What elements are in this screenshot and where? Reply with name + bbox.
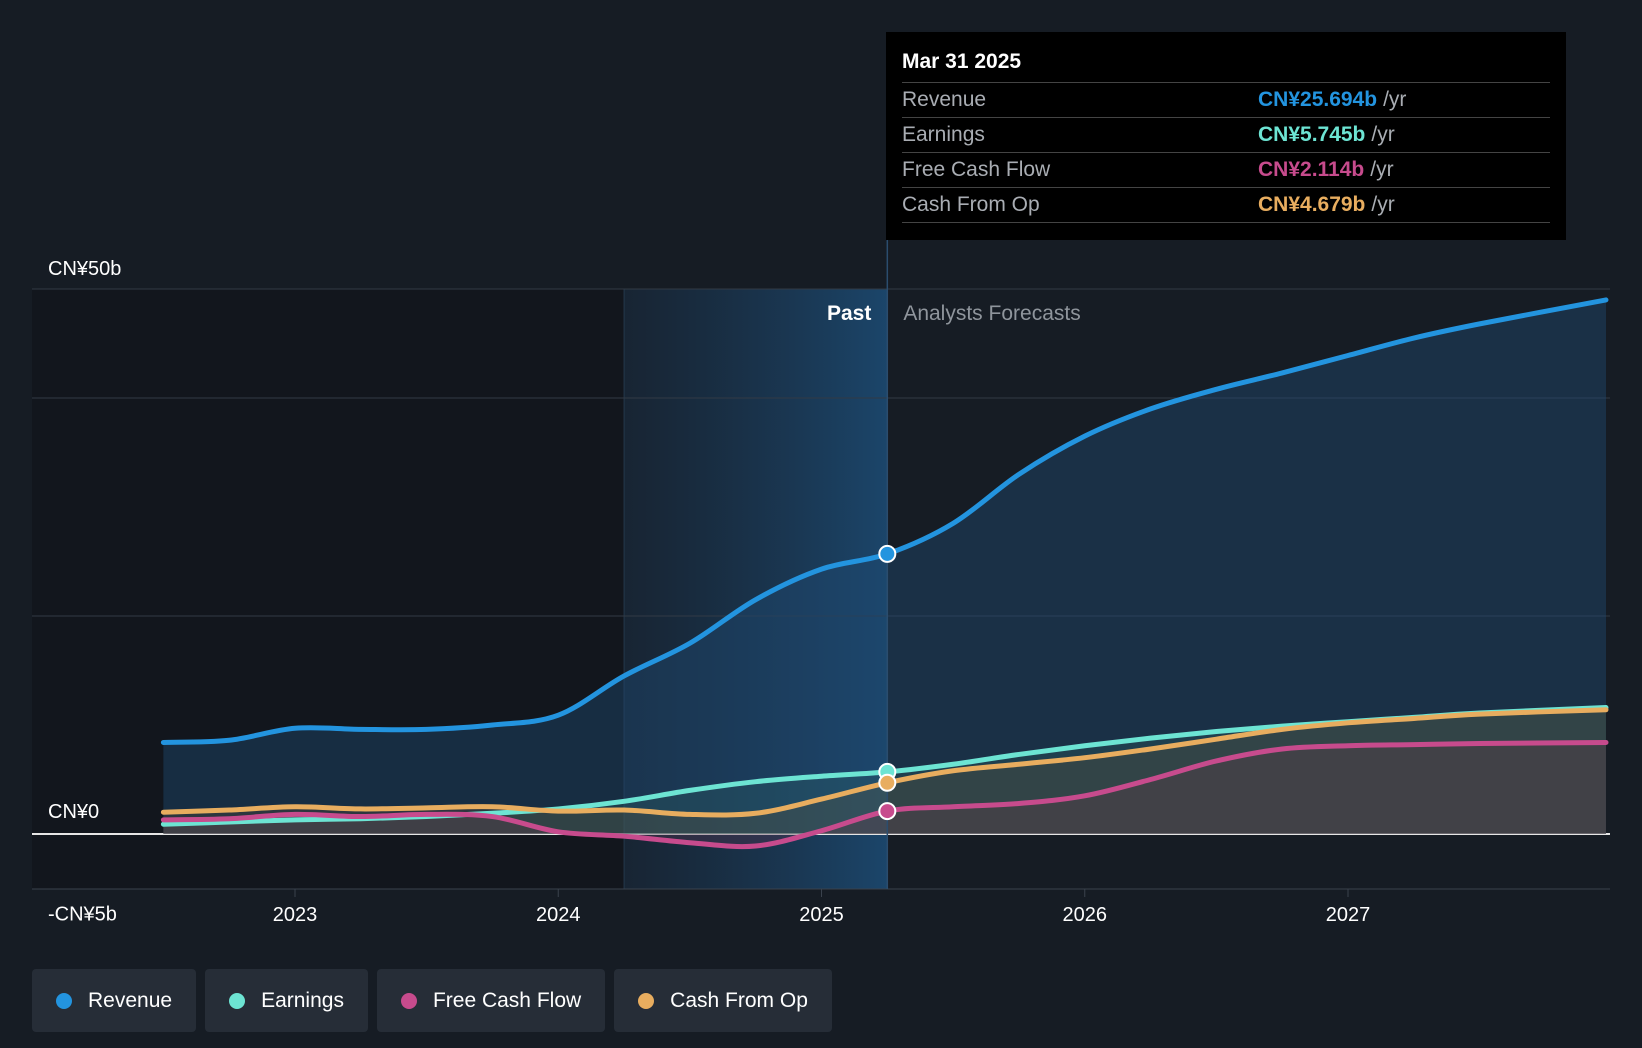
legend-item-revenue[interactable]: Revenue [32,969,197,1032]
tooltip-date: Mar 31 2025 [902,46,1550,83]
x-tick-label: 2026 [1063,904,1108,926]
area-cash-from-op [163,709,1606,834]
legend-dot-icon [229,992,246,1009]
tooltip-row-earnings: Earnings CN¥5.745b /yr [902,118,1550,153]
tooltip-unit: /yr [1383,88,1407,111]
tooltip: Mar 31 2025 Revenue CN¥25.694b /yr Earni… [886,32,1566,240]
x-tick-label: 2024 [536,904,581,926]
point-marker-cash-from-op [878,773,897,792]
tooltip-unit: /yr [1370,158,1394,181]
series-line-cash-from-op [160,707,1609,818]
past-region [624,289,888,889]
tooltip-row-revenue: Revenue CN¥25.694b /yr [902,83,1550,118]
y-tick-label: CN¥50b [48,258,121,280]
tooltip-value: CN¥5.745b [1258,123,1366,146]
tooltip-value: CN¥2.114b [1258,158,1365,181]
tooltip-row-cash-from-op: Cash From Op CN¥4.679b /yr [902,188,1550,223]
series-line-revenue [160,297,1609,745]
legend-dot-icon [400,992,417,1009]
series-line-free-cash-flow [160,739,1609,850]
forecast-label: Analysts Forecasts [903,302,1080,325]
legend-dot-icon [56,992,72,1009]
legend-label: Revenue [88,988,173,1012]
y-tick-label: -CN¥5b [48,904,117,926]
y-tick-label: CN¥0 [48,801,99,823]
past-label: Past [827,302,871,325]
point-marker-revenue [878,544,897,563]
legend-item-cash-from-op[interactable]: Cash From Op [614,969,832,1032]
legend-label: Earnings [261,988,344,1012]
tooltip-value: CN¥25.694b [1258,88,1378,111]
legend: Revenue Earnings Free Cash Flow Cash Fro… [32,969,832,1032]
area-earnings [163,707,1606,834]
legend-dot-icon [638,992,655,1009]
tooltip-name: Free Cash Flow [902,158,1051,181]
tooltip-value: CN¥4.679b [1258,193,1366,216]
tooltip-name: Revenue [902,88,987,111]
area-free-cash-flow [163,742,1606,847]
legend-label: Free Cash Flow [432,988,582,1012]
tooltip-unit: /yr [1371,123,1395,146]
history-band [32,289,625,889]
point-marker-free-cash-flow [878,802,897,821]
tooltip-name: Cash From Op [902,193,1040,216]
legend-item-free-cash-flow[interactable]: Free Cash Flow [376,969,606,1032]
x-tick-label: 2025 [799,904,844,926]
area-revenue [163,299,1606,834]
tooltip-unit: /yr [1371,193,1395,216]
x-tick-label: 2023 [273,904,318,926]
x-tick-label: 2027 [1326,904,1371,926]
tooltip-row-free-cash-flow: Free Cash Flow CN¥2.114b /yr [902,153,1550,188]
legend-label: Cash From Op [670,988,808,1012]
legend-item-earnings[interactable]: Earnings [205,969,368,1032]
tooltip-name: Earnings [902,123,985,146]
